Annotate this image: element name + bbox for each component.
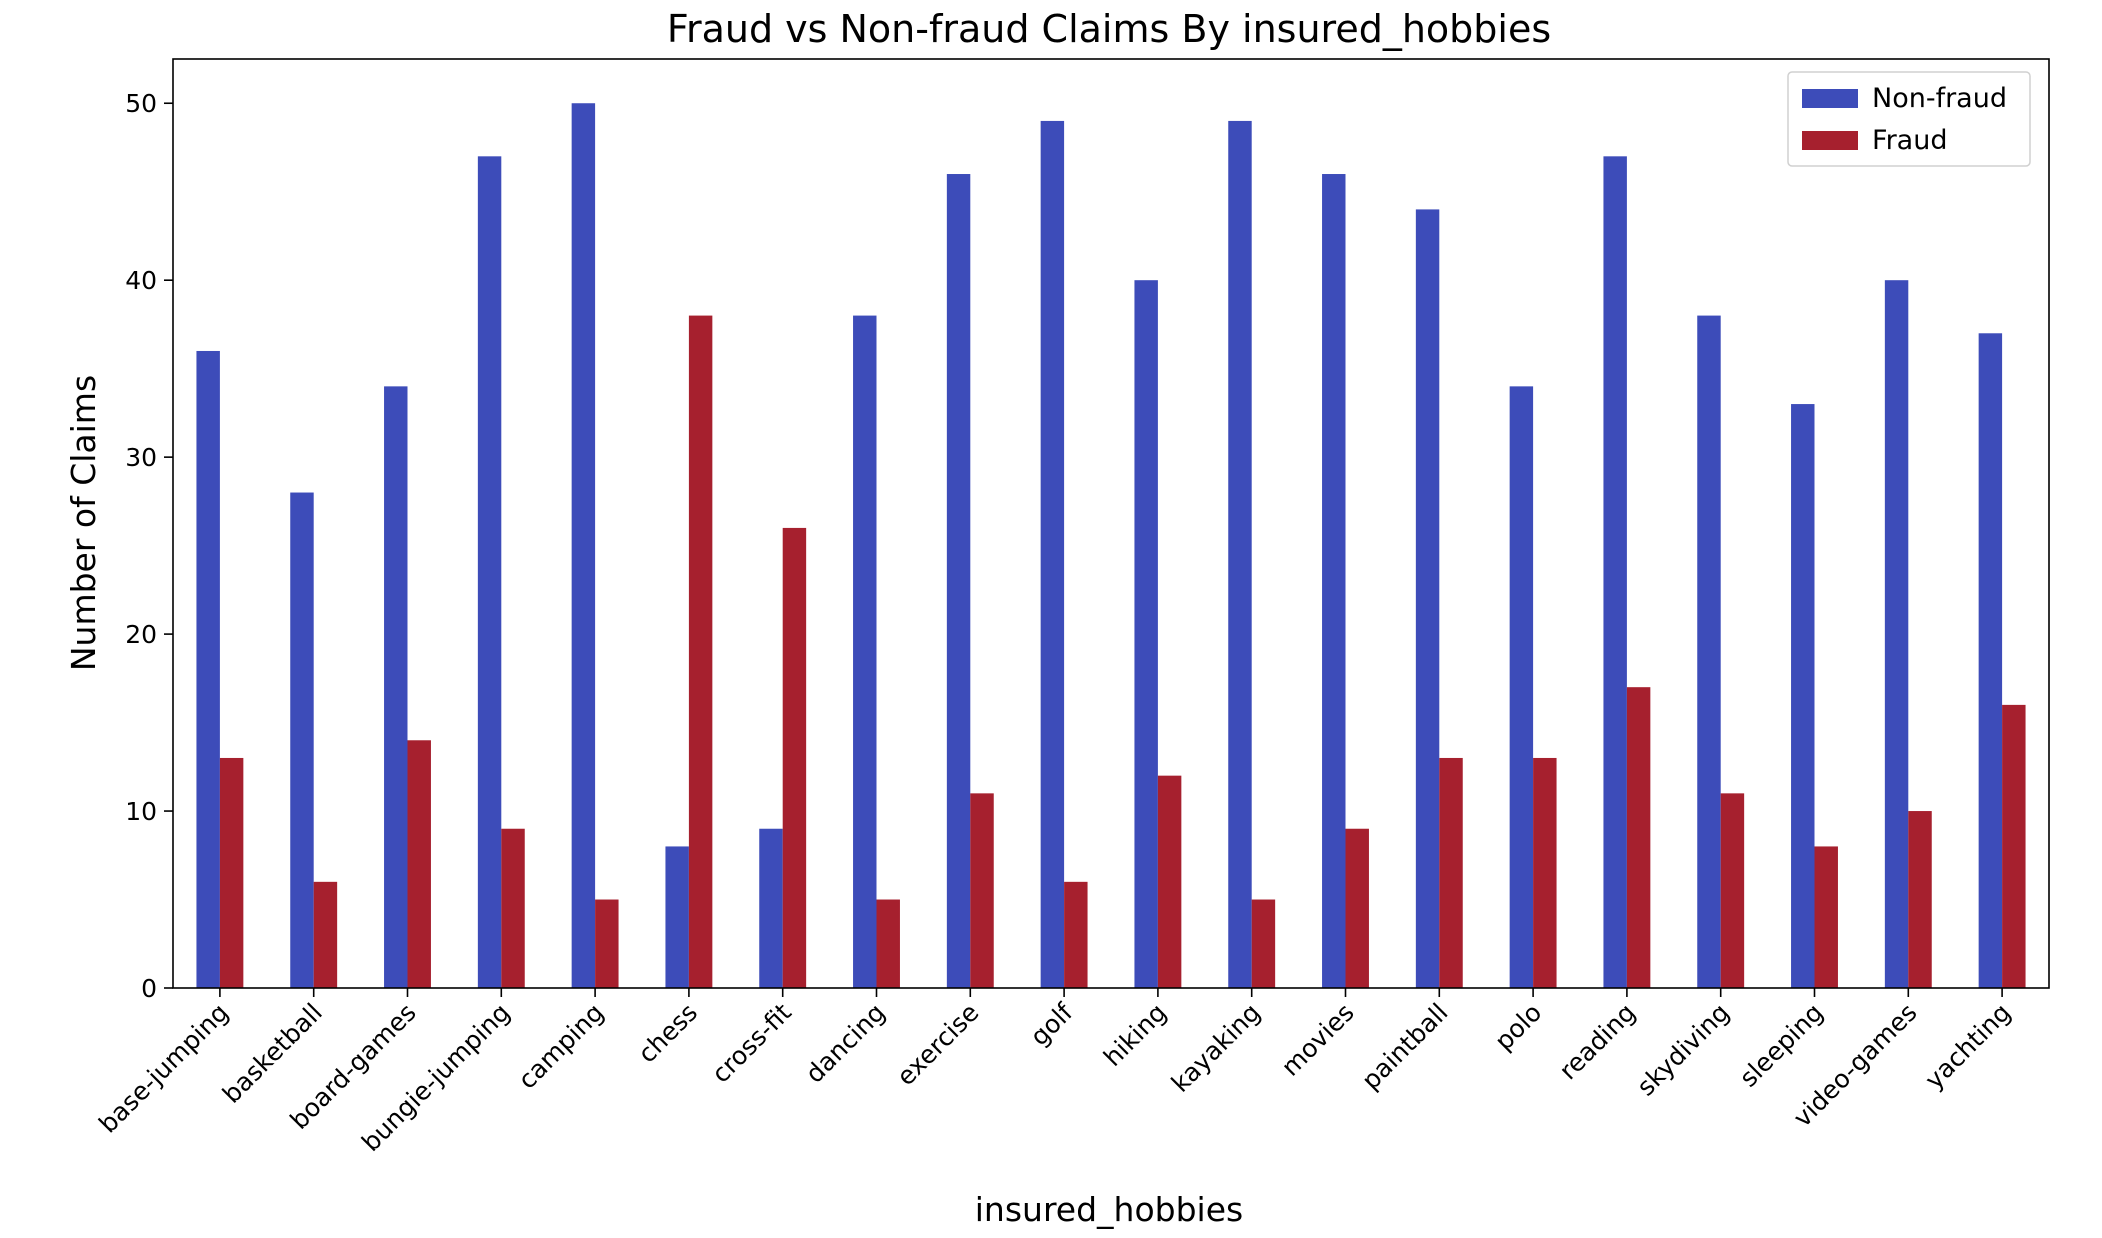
legend-swatch-non-fraud xyxy=(1802,89,1858,108)
bar-non-fraud-sleeping xyxy=(1791,404,1815,988)
bar-fraud-reading xyxy=(1626,687,1651,988)
bar-fraud-camping xyxy=(595,899,619,988)
bar-fraud-polo xyxy=(1533,757,1557,988)
bar-fraud-golf xyxy=(1064,881,1088,988)
bar-non-fraud-video-games xyxy=(1884,280,1909,988)
bar-fraud-base-jumping xyxy=(219,757,244,988)
bar-non-fraud-bungie-jumping xyxy=(477,156,502,988)
y-tick-label: 30 xyxy=(125,443,157,472)
legend: Non-fraud Fraud xyxy=(1787,71,2031,167)
plot-frame xyxy=(172,58,2050,989)
bar-fraud-dancing xyxy=(876,899,900,988)
legend-label-non-fraud: Non-fraud xyxy=(1872,83,2007,114)
bar-fraud-yachting xyxy=(2002,704,2026,988)
bar-non-fraud-basketball xyxy=(290,492,314,988)
bar-fraud-skydiving xyxy=(1720,793,1745,988)
y-axis-label: Number of Claims xyxy=(64,375,103,671)
bar-fraud-paintball xyxy=(1439,757,1463,988)
bar-non-fraud-chess xyxy=(665,846,689,988)
bar-non-fraud-paintball xyxy=(1415,209,1440,988)
bar-non-fraud-exercise xyxy=(946,174,971,988)
bar-non-fraud-reading xyxy=(1603,156,1627,988)
bar-fraud-chess xyxy=(688,315,713,989)
bar-non-fraud-hiking xyxy=(1134,280,1158,988)
bar-fraud-cross-fit xyxy=(782,527,807,988)
legend-label-fraud: Fraud xyxy=(1872,125,1947,156)
bar-fraud-video-games xyxy=(1908,811,1932,988)
bar-fraud-kayaking xyxy=(1251,899,1276,988)
y-tick-label: 20 xyxy=(125,620,157,649)
bar-fraud-hiking xyxy=(1157,775,1182,988)
y-tick-label: 50 xyxy=(125,89,157,118)
bar-fraud-sleeping xyxy=(1814,846,1838,988)
x-axis-label: insured_hobbies xyxy=(975,1190,1243,1229)
bar-non-fraud-yachting xyxy=(1978,333,2003,988)
bar-non-fraud-camping xyxy=(571,103,596,989)
bar-fraud-bungie-jumping xyxy=(501,828,525,988)
bar-non-fraud-golf xyxy=(1040,120,1065,989)
legend-swatch-fraud xyxy=(1802,131,1858,150)
bars-layer xyxy=(196,103,2026,989)
bar-fraud-board-games xyxy=(407,740,431,988)
y-tick-label: 0 xyxy=(141,974,157,1003)
bar-non-fraud-skydiving xyxy=(1697,315,1721,989)
y-tick-label: 10 xyxy=(125,797,157,826)
bar-non-fraud-movies xyxy=(1322,174,1346,988)
bar-non-fraud-board-games xyxy=(384,386,408,988)
bar-non-fraud-dancing xyxy=(853,315,877,989)
bar-fraud-movies xyxy=(1345,828,1369,988)
bar-fraud-basketball xyxy=(313,881,338,988)
bar-fraud-exercise xyxy=(970,793,994,988)
chart-title: Fraud vs Non-fraud Claims By insured_hob… xyxy=(667,7,1551,51)
bar-non-fraud-cross-fit xyxy=(759,828,783,988)
bar-non-fraud-polo xyxy=(1509,386,1534,988)
y-axis: 0 10 20 30 40 50 xyxy=(125,89,173,1003)
y-tick-label: 40 xyxy=(125,266,157,295)
bar-non-fraud-kayaking xyxy=(1228,120,1252,989)
bar-non-fraud-base-jumping xyxy=(196,350,220,989)
